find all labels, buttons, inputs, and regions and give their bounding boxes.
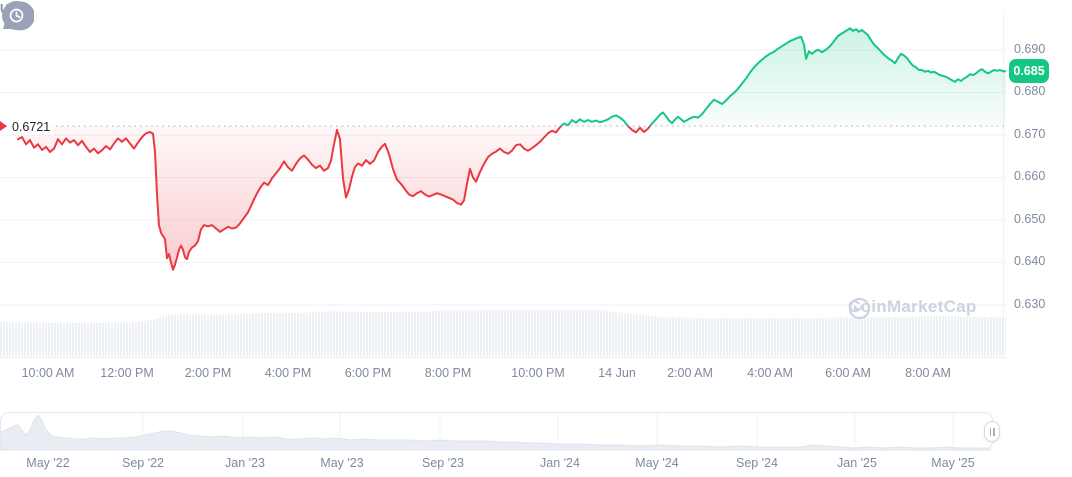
x-axis-label: 14 Jun [598, 366, 636, 380]
nav-axis-label: Sep '22 [121, 456, 165, 470]
nav-axis-label: Jan '23 [225, 456, 265, 470]
volume-bars [0, 310, 1006, 356]
x-axis-label: 12:00 PM [100, 366, 154, 380]
y-axis-label: 0.660 [1014, 169, 1046, 183]
nav-axis-label: Jan '25 [837, 456, 877, 470]
price-line-up [559, 27, 1006, 127]
price-area-below-baseline [18, 126, 1006, 270]
y-axis-label: 0.630 [1014, 297, 1046, 311]
nav-axis-label: May '23 [320, 456, 364, 470]
x-axis-label: 4:00 PM [264, 366, 312, 380]
y-axis-label: 0.680 [1014, 84, 1046, 98]
y-axis-label: 0.640 [1014, 254, 1046, 268]
x-axis-label: 2:00 PM [184, 366, 232, 380]
nav-axis-label: Sep '23 [421, 456, 465, 470]
handle-grip-icon [989, 427, 991, 436]
nav-axis-label: May '22 [26, 456, 70, 470]
x-axis-label: 8:00 PM [424, 366, 472, 380]
y-axis-label: 0.670 [1014, 127, 1046, 141]
x-axis-label: 6:00 AM [825, 366, 871, 380]
x-axis-label: 10:00 PM [511, 366, 565, 380]
y-axis-label: 0.650 [1014, 212, 1046, 226]
x-axis-label: 4:00 AM [747, 366, 793, 380]
x-axis-label: 2:00 AM [667, 366, 713, 380]
navigator[interactable] [0, 412, 993, 451]
y-axis-label: 0.690 [1014, 42, 1046, 56]
x-axis-label: 8:00 AM [905, 366, 951, 380]
coinmarketcap-logo-icon [848, 297, 871, 320]
time-range-pin-icon [2, 1, 34, 31]
watermark-text: CoinMarketCap [848, 297, 977, 316]
x-axis-label: 6:00 PM [344, 366, 392, 380]
handle-grip-icon [993, 427, 995, 436]
nav-axis-label: Sep '24 [735, 456, 779, 470]
nav-axis-label: May '24 [635, 456, 679, 470]
price-area-above-baseline [561, 28, 1006, 127]
watermark: CoinMarketCap [848, 297, 977, 320]
x-axis-label: 10:00 AM [21, 366, 75, 380]
navigator-area-series [0, 414, 991, 451]
navigator-right-handle[interactable] [984, 421, 1000, 442]
baseline-left-marker-icon [0, 121, 7, 131]
baseline-price-label: 0.6721 [8, 119, 55, 135]
price-line-down [17, 126, 652, 271]
nav-axis-label: Jan '24 [540, 456, 580, 470]
nav-axis-label: May '25 [931, 456, 975, 470]
current-price-badge: 0.685 [1009, 59, 1049, 83]
